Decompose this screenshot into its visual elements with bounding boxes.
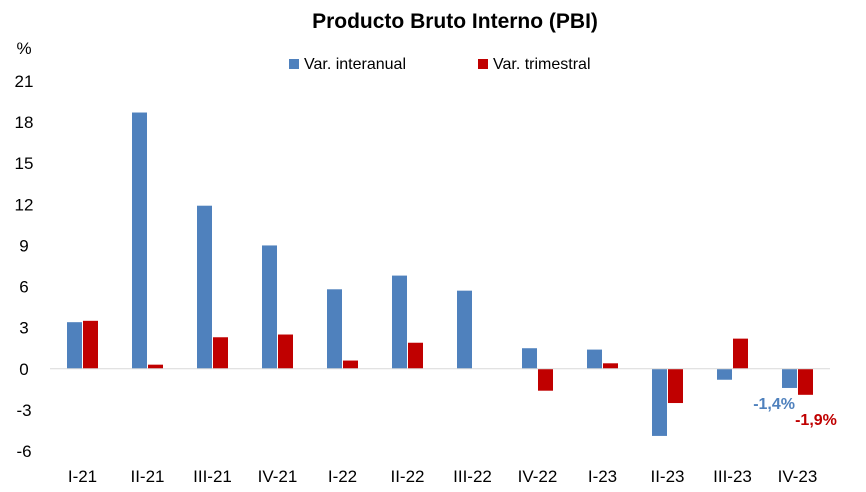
chart-title: Producto Bruto Interno (PBI) <box>312 10 598 33</box>
x-axis-ticks: I-21 II-21 III-21 IV-21 I-22 II-22 III-22 IV-22… <box>68 467 818 486</box>
bar-trimestral-IV-22 <box>538 368 553 391</box>
y-tick-label: 15 <box>15 154 34 173</box>
legend-swatch-interanual <box>289 59 299 69</box>
x-tick-label: III-21 <box>193 467 232 486</box>
x-tick-label: I-22 <box>328 467 357 486</box>
annotations: -1,4%-1,9% <box>753 396 837 429</box>
x-tick-label: IV-21 <box>258 467 298 486</box>
y-tick-label: 12 <box>15 195 34 214</box>
bar-interanual-I-22 <box>327 289 342 369</box>
bar-trimestral-II-21 <box>148 364 163 369</box>
bar-trimestral-I-23 <box>603 363 618 369</box>
x-tick-label: II-21 <box>130 467 164 486</box>
y-tick-label: 21 <box>15 72 34 91</box>
bar-interanual-III-22 <box>457 290 472 369</box>
y-axis-unit-label: % <box>16 39 31 58</box>
x-tick-label: I-21 <box>68 467 97 486</box>
x-tick-label: III-23 <box>713 467 752 486</box>
bar-interanual-II-22 <box>392 275 407 369</box>
y-tick-label: 6 <box>19 278 28 297</box>
y-tick-label: -3 <box>16 401 31 420</box>
y-tick-label: 18 <box>15 113 34 132</box>
y-tick-label: -6 <box>16 442 31 461</box>
data-label-interanual: -1,4% <box>753 396 795 413</box>
x-tick-label: III-22 <box>453 467 492 486</box>
legend-label-interanual: Var. interanual <box>304 56 406 73</box>
y-tick-label: 3 <box>19 319 28 338</box>
x-tick-label: II-22 <box>390 467 424 486</box>
bar-trimestral-III-21 <box>213 337 228 369</box>
bars <box>67 112 813 436</box>
bar-trimestral-I-21 <box>83 320 98 369</box>
bar-interanual-II-23 <box>652 368 667 436</box>
x-tick-label: II-23 <box>650 467 684 486</box>
bar-interanual-I-21 <box>67 322 82 369</box>
bar-trimestral-IV-23 <box>798 368 813 395</box>
y-axis-ticks: 21 18 15 12 9 6 3 0 -3 -6 <box>15 72 34 461</box>
bar-trimestral-IV-21 <box>278 334 293 369</box>
data-label-trimestral: -1,9% <box>795 412 837 429</box>
bar-interanual-IV-22 <box>522 348 537 369</box>
bar-trimestral-II-22 <box>408 342 423 369</box>
legend: Var. interanual Var. trimestral <box>289 56 591 73</box>
x-tick-label: IV-23 <box>778 467 818 486</box>
bar-interanual-IV-21 <box>262 245 277 369</box>
bar-interanual-III-23 <box>717 368 732 380</box>
legend-label-trimestral: Var. trimestral <box>493 56 591 73</box>
bar-interanual-I-23 <box>587 349 602 369</box>
bar-trimestral-I-22 <box>343 360 358 369</box>
x-tick-label: I-23 <box>588 467 617 486</box>
bar-interanual-III-21 <box>197 205 212 369</box>
bar-interanual-II-21 <box>132 112 147 369</box>
bar-interanual-IV-23 <box>782 368 797 388</box>
y-tick-label: 0 <box>19 360 28 379</box>
bar-trimestral-III-23 <box>733 338 748 369</box>
x-tick-label: IV-22 <box>518 467 558 486</box>
legend-swatch-trimestral <box>478 59 488 69</box>
bar-trimestral-II-23 <box>668 368 683 404</box>
y-tick-label: 9 <box>19 236 28 255</box>
